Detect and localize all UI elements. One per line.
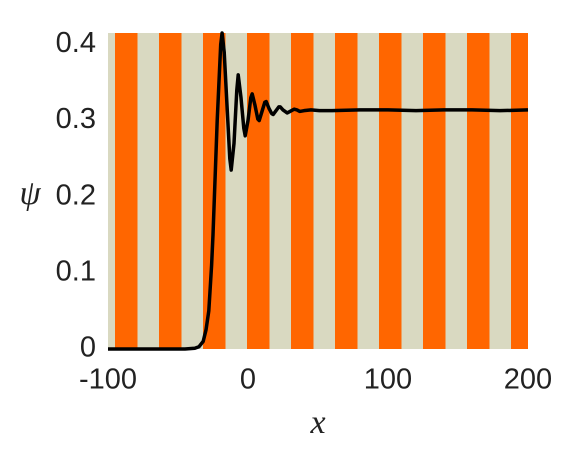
stripe xyxy=(511,33,528,349)
x-axis-label: x xyxy=(309,404,325,441)
x-tick-label: 0 xyxy=(240,364,256,396)
stripe xyxy=(291,33,314,349)
x-tick-label: 200 xyxy=(504,364,552,396)
y-axis-label: ψ xyxy=(19,175,41,212)
y-tick-label: 0.4 xyxy=(56,27,96,59)
stripe xyxy=(467,33,490,349)
y-tick-label: 0.1 xyxy=(56,256,96,288)
y-tick-label: 0.3 xyxy=(56,103,96,135)
stripe xyxy=(115,33,138,349)
stripe xyxy=(423,33,446,349)
stripe xyxy=(379,33,402,349)
stripe xyxy=(247,33,270,349)
x-tick-label: -100 xyxy=(79,364,137,396)
y-tick-label: 0 xyxy=(80,332,96,364)
stripe xyxy=(159,33,182,349)
striped-background xyxy=(108,33,528,349)
x-tick-label: 100 xyxy=(364,364,412,396)
y-tick-label: 0.2 xyxy=(56,179,96,211)
stripe xyxy=(335,33,358,349)
data-line xyxy=(108,31,529,351)
